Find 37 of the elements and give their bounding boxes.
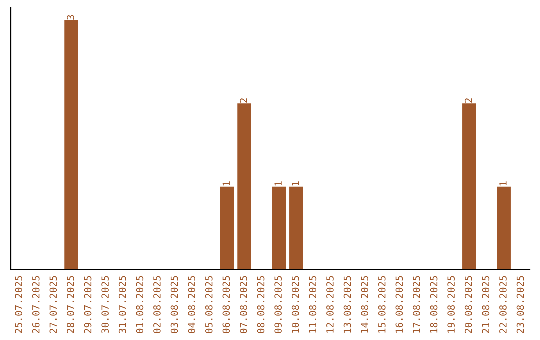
data-label: 1 bbox=[222, 182, 230, 186]
x-tick-label: 20.08.2025 bbox=[464, 276, 472, 334]
data-label: 2 bbox=[464, 98, 472, 103]
x-tick-label: 18.08.2025 bbox=[430, 276, 438, 333]
x-tick-label: 17.08.2025 bbox=[413, 276, 420, 333]
x-tick-label: 22.08.2025 bbox=[500, 276, 507, 334]
x-tick-label: 27.07.2025 bbox=[50, 276, 58, 334]
x-tick-label: 08.08.2025 bbox=[257, 276, 265, 334]
x-tick-label: 25.07.2025 bbox=[15, 276, 22, 334]
x-tick-label: 31.07.2025 bbox=[118, 276, 126, 334]
x-tick-label: 05.08.2025 bbox=[205, 276, 213, 334]
data-label: 3 bbox=[67, 15, 74, 20]
x-tick-label: 03.08.2025 bbox=[170, 276, 178, 334]
x-tick-label: 10.08.2025 bbox=[292, 276, 300, 333]
x-tick-label: 14.08.2025 bbox=[361, 276, 368, 333]
x-tick-label: 04.08.2025 bbox=[188, 276, 196, 334]
x-tick-label: 30.07.2025 bbox=[102, 276, 109, 334]
data-label: 1 bbox=[274, 182, 282, 186]
data-label: 2 bbox=[240, 98, 248, 103]
x-tick-label: 06.08.2025 bbox=[222, 276, 230, 334]
x-tick-label: 21.08.2025 bbox=[482, 276, 490, 334]
x-tick-label: 16.08.2025 bbox=[396, 276, 404, 333]
x-tick-label: 12.08.2025 bbox=[326, 276, 334, 333]
x-tick-label: 19.08.2025 bbox=[448, 276, 455, 333]
x-tick-label: 23.08.2025 bbox=[516, 276, 524, 334]
x-tick-label: 15.08.2025 bbox=[378, 276, 386, 333]
x-tick-label: 13.08.2025 bbox=[344, 276, 352, 333]
data-label: 1 bbox=[500, 182, 507, 186]
x-tick-label: 26.07.2025 bbox=[32, 276, 40, 334]
x-tick-label: 28.07.2025 bbox=[67, 276, 74, 334]
x-tick-label: 11.08.2025 bbox=[309, 276, 317, 333]
x-tick-label: 09.08.2025 bbox=[274, 276, 282, 334]
data-label: 1 bbox=[292, 182, 300, 186]
x-tick-label: 01.08.2025 bbox=[136, 276, 144, 334]
x-tick-label: 02.08.2025 bbox=[154, 276, 161, 334]
x-tick-label: 07.08.2025 bbox=[240, 276, 248, 334]
x-tick-label: 29.07.2025 bbox=[84, 276, 92, 334]
